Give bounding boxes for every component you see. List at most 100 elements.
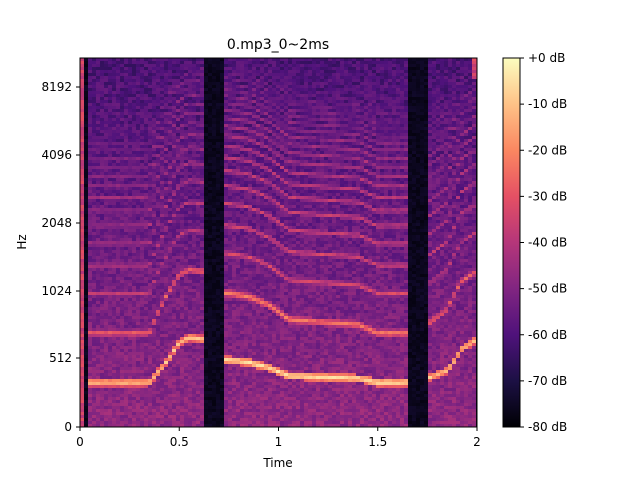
heatmap-cell [184,91,189,95]
heatmap-cell [148,202,153,206]
heatmap-cell [92,76,97,80]
heatmap-cell [444,148,449,152]
heatmap-cell [300,133,305,137]
heatmap-cell [452,76,457,80]
heatmap-cell [308,76,313,80]
heatmap-cell [192,133,197,137]
heatmap-cell [192,73,197,77]
heatmap-cell [180,178,185,182]
heatmap-cell [388,58,393,62]
heatmap-cell [124,163,129,167]
heatmap-cell [164,130,169,134]
heatmap-cell [460,109,465,113]
heatmap-cell [212,88,217,92]
heatmap-cell [196,82,201,86]
heatmap-cell [440,205,445,209]
heatmap-cell [260,61,265,65]
heatmap-cell [264,97,269,101]
heatmap-cell [256,130,261,134]
heatmap-cell [356,163,361,167]
heatmap-cell [392,175,397,179]
heatmap-cell [116,184,121,188]
heatmap-cell [292,169,297,173]
heatmap-cell [372,61,377,65]
heatmap-cell [96,160,101,164]
heatmap-cell [400,199,405,203]
heatmap-cell [372,70,377,74]
heatmap-cell [200,121,205,125]
heatmap-cell [420,157,425,161]
heatmap-cell [128,169,133,173]
heatmap-cell [408,157,413,161]
heatmap-cell [332,151,337,155]
heatmap-cell [432,73,437,77]
heatmap-cell [320,64,325,68]
heatmap-cell [468,163,473,167]
heatmap-cell [176,196,181,200]
heatmap-cell [92,199,97,203]
heatmap-cell [292,151,297,155]
heatmap-cell [352,91,357,95]
heatmap-cell [168,124,173,128]
heatmap-cell [116,64,121,68]
heatmap-cell [420,175,425,179]
heatmap-cell [304,64,309,68]
heatmap-cell [396,205,401,209]
heatmap-cell [328,184,333,188]
heatmap-cell [144,193,149,197]
heatmap-cell [248,115,253,119]
heatmap-cell [384,157,389,161]
heatmap-cell [464,70,469,74]
heatmap-cell [408,61,413,65]
heatmap-cell [116,127,121,131]
heatmap-cell [172,76,177,80]
heatmap-cell [164,196,169,200]
heatmap-cell [112,166,117,170]
heatmap-cell [384,190,389,194]
heatmap-cell [388,181,393,185]
heatmap-cell [128,205,133,209]
heatmap-cell [372,190,377,194]
heatmap-cell [268,109,273,113]
heatmap-cell [324,88,329,92]
heatmap-cell [428,58,433,62]
heatmap-cell [140,184,145,188]
heatmap-cell [124,58,129,62]
heatmap-cell [376,109,381,113]
heatmap-cell [276,142,281,146]
heatmap-cell [152,106,157,110]
heatmap-cell [472,76,477,80]
heatmap-cell [320,139,325,143]
heatmap-cell [460,85,465,89]
heatmap-cell [156,121,161,125]
heatmap-cell [388,88,393,92]
heatmap-cell [372,79,377,83]
heatmap-cell [168,175,173,179]
heatmap-cell [396,145,401,149]
heatmap-cell [356,136,361,140]
heatmap-cell [144,151,149,155]
heatmap-cell [204,160,209,164]
heatmap-cell [436,103,441,107]
heatmap-cell [144,130,149,134]
heatmap-cell [236,100,241,104]
heatmap-cell [420,103,425,107]
heatmap-cell [216,124,221,128]
heatmap-cell [108,82,113,86]
heatmap-cell [368,181,373,185]
heatmap-cell [324,112,329,116]
heatmap-cell [432,64,437,68]
heatmap-cell [416,64,421,68]
heatmap-cell [180,196,185,200]
heatmap-cell [160,124,165,128]
heatmap-cell [352,190,357,194]
heatmap-cell [424,85,429,89]
heatmap-cell [180,115,185,119]
heatmap-cell [104,73,109,77]
heatmap-cell [212,175,217,179]
heatmap-cell [204,103,209,107]
heatmap-cell [296,94,301,98]
heatmap-cell [380,97,385,101]
heatmap-cell [204,205,209,209]
heatmap-cell [84,196,89,200]
